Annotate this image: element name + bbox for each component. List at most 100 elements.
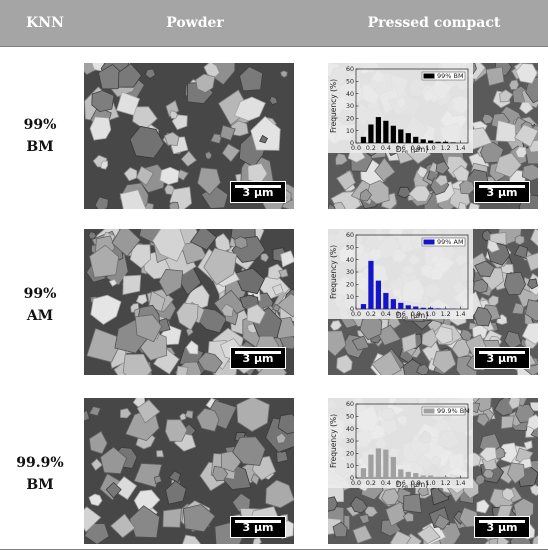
x-tick-label: 0.6 <box>396 145 406 152</box>
legend-box <box>421 237 466 247</box>
histogram-bar <box>360 136 367 143</box>
y-tick-label: 0 <box>350 140 354 147</box>
x-tick-label: 0.2 <box>366 311 376 318</box>
histogram-bar <box>375 280 382 309</box>
histogram-bar <box>390 457 396 478</box>
y-tick-label: 40 <box>346 257 354 264</box>
row-label-3: 99.9% BM <box>0 452 80 496</box>
histogram-bar <box>435 308 441 309</box>
x-tick-label: 0.0 <box>351 311 361 318</box>
y-axis-label: Frequency (%) <box>329 245 338 299</box>
x-tick-label: 1.4 <box>456 145 466 152</box>
x-axis-label: Deq (μm) <box>396 311 428 319</box>
y-tick-label: 50 <box>346 79 354 86</box>
x-tick-label: 0.4 <box>381 480 391 487</box>
y-tick-label: 20 <box>346 116 354 123</box>
x-tick-label: 0.4 <box>381 145 391 152</box>
legend-swatch <box>423 239 435 245</box>
row-label-3-line1: 99.9% <box>16 455 64 471</box>
histogram-bar <box>428 307 434 309</box>
row-label-1-line1: 99% <box>23 117 57 133</box>
x-tick-label: 0.4 <box>381 311 391 318</box>
legend-label: 99% AM <box>437 238 464 246</box>
row-label-2: 99% AM <box>0 283 80 327</box>
scale-bar: 3 μm <box>474 347 530 369</box>
powder-image-2: 3 μm <box>84 229 294 375</box>
y-tick-label: 10 <box>346 128 354 135</box>
table-header: KNN Powder Pressed compact <box>0 0 548 46</box>
histogram-bar <box>360 468 367 478</box>
x-tick-label: 0.8 <box>411 145 421 152</box>
y-axis-label: Frequency (%) <box>329 414 338 468</box>
histogram-bar <box>405 471 411 478</box>
histogram-bar <box>450 477 456 478</box>
y-tick-label: 30 <box>346 438 354 445</box>
histogram-bar <box>413 136 419 143</box>
x-tick-label: 0.2 <box>366 145 376 152</box>
powder-image-1: 3 μm <box>84 63 294 209</box>
legend-box <box>421 406 466 416</box>
histogram-inset-2: 0 10 20 30 40 50 60 0.0 0.2 0.4 0.6 0.8 1.0 1.2 1.4 99%… <box>328 229 473 319</box>
histogram-bar <box>375 448 382 478</box>
histogram-inset-1: 0 10 20 30 40 50 60 0.0 0.2 0.4 0.6 0.8 1.0 1.2 1.4 99%… <box>328 63 473 153</box>
y-tick-label: 20 <box>346 282 354 289</box>
compact-image-2: 0 10 20 30 40 50 60 0.0 0.2 0.4 0.6 0.8 1.0 1.2 1.4 99%… <box>328 229 538 375</box>
header-powder: Powder <box>166 15 224 31</box>
compact-image-1: 0 10 20 30 40 50 60 0.0 0.2 0.4 0.6 0.8 1.0 1.2 1.4 99%… <box>328 63 538 209</box>
histogram-bar <box>383 449 389 478</box>
x-tick-label: 1.2 <box>441 145 451 152</box>
header-knn: KNN <box>26 15 64 31</box>
x-tick-label: 0.6 <box>396 480 406 487</box>
y-tick-label: 0 <box>350 306 354 313</box>
x-tick-label: 1.2 <box>441 311 451 318</box>
legend-swatch <box>423 408 435 414</box>
histogram-bar <box>375 117 382 143</box>
histogram-bar <box>398 129 404 143</box>
y-tick-label: 50 <box>346 245 354 252</box>
y-tick-label: 60 <box>346 401 354 408</box>
powder-image-3: 3 μm <box>84 398 294 544</box>
histogram-bar <box>450 142 456 143</box>
histogram-chart-1: 0 10 20 30 40 50 60 0.0 0.2 0.4 0.6 0.8 1.0 1.2 1.4 99%… <box>329 66 469 153</box>
y-tick-label: 20 <box>346 451 354 458</box>
x-tick-label: 1.0 <box>426 311 436 318</box>
row-label-2-line1: 99% <box>23 286 57 302</box>
histogram-bar <box>428 475 434 478</box>
x-tick-label: 1.0 <box>426 480 436 487</box>
histogram-bar <box>390 299 396 309</box>
histogram-bar <box>442 141 449 143</box>
x-axis-label: Deq (μm) <box>396 480 428 488</box>
header-divider <box>0 46 548 47</box>
histogram-inset-3: 0 10 20 30 40 50 60 0.0 0.2 0.4 0.6 0.8 1.0 1.2 1.4 99.… <box>328 398 473 488</box>
scale-bar: 3 μm <box>230 516 286 538</box>
histogram-bar <box>428 140 434 143</box>
scale-bar: 3 μm <box>230 347 286 369</box>
y-axis-label: Frequency (%) <box>329 79 338 133</box>
row-label-3-line2: BM <box>26 477 54 493</box>
histogram-bar <box>420 139 426 143</box>
scale-bar: 3 μm <box>474 516 530 538</box>
x-tick-label: 1.2 <box>441 480 451 487</box>
legend-label: 99% BM <box>437 72 464 80</box>
scale-bar: 3 μm <box>230 181 286 203</box>
y-tick-label: 30 <box>346 269 354 276</box>
x-tick-label: 1.0 <box>426 145 436 152</box>
histogram-bar <box>413 473 419 478</box>
header-pressed-compact: Pressed compact <box>367 15 501 31</box>
histogram-bar <box>368 454 374 478</box>
y-tick-label: 60 <box>346 232 354 239</box>
histogram-bar <box>420 307 426 309</box>
histogram-bar <box>368 124 374 143</box>
row-label-1-line2: BM <box>26 139 54 155</box>
histogram-bar <box>360 304 367 309</box>
histogram-bar <box>398 302 404 309</box>
histogram-bar <box>390 125 396 143</box>
histogram-bar <box>420 475 426 478</box>
histogram-bar <box>442 476 449 478</box>
x-tick-label: 0.8 <box>411 480 421 487</box>
x-tick-label: 0.6 <box>396 311 406 318</box>
y-tick-label: 10 <box>346 294 354 301</box>
histogram-chart-2: 0 10 20 30 40 50 60 0.0 0.2 0.4 0.6 0.8 1.0 1.2 1.4 99%… <box>329 232 469 319</box>
y-tick-label: 0 <box>350 475 354 482</box>
legend-swatch <box>423 73 435 79</box>
